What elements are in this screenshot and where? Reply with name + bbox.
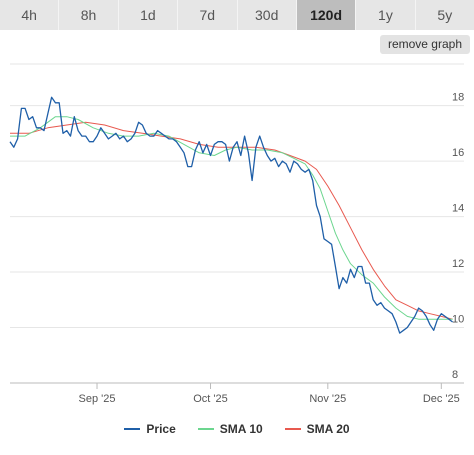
tab-1y[interactable]: 1y xyxy=(356,0,416,30)
series-lines xyxy=(9,96,453,334)
y-tick-label: 8 xyxy=(452,369,458,381)
tab-30d[interactable]: 30d xyxy=(237,0,297,30)
timeframe-tabs: 4h 8h 1d 7d 30d 120d 1y 5y xyxy=(0,0,474,30)
x-tick-label: Dec '25 xyxy=(423,393,460,405)
y-tick-label: 16 xyxy=(452,147,464,159)
x-tick-label: Sep '25 xyxy=(79,393,116,405)
tab-5y[interactable]: 5y xyxy=(415,0,474,30)
tab-1d[interactable]: 1d xyxy=(118,0,179,30)
x-axis-ticks: Sep '25 Oct '25 Nov '25 Dec '25 xyxy=(79,383,460,405)
tab-8h[interactable]: 8h xyxy=(59,0,119,30)
legend-item-sma20[interactable]: SMA 20 xyxy=(284,422,350,436)
series-line-price xyxy=(9,96,453,334)
x-tick-label: Nov '25 xyxy=(309,393,346,405)
legend-swatch xyxy=(284,428,301,430)
y-tick-label: 12 xyxy=(452,258,464,270)
legend-item-sma10[interactable]: SMA 10 xyxy=(197,422,263,436)
y-tick-label: 18 xyxy=(452,92,464,104)
chart-legend: Price SMA 10 SMA 20 xyxy=(0,420,474,438)
y-axis-ticks: 8 10 12 14 16 18 xyxy=(452,92,464,381)
legend-swatch xyxy=(124,428,141,430)
legend-swatch xyxy=(197,428,214,430)
legend-item-price[interactable]: Price xyxy=(124,422,176,436)
chart-grid xyxy=(10,63,464,384)
tab-4h[interactable]: 4h xyxy=(0,0,60,30)
y-tick-label: 10 xyxy=(452,314,464,326)
remove-graph-button[interactable]: remove graph xyxy=(379,35,470,54)
tab-7d[interactable]: 7d xyxy=(178,0,238,30)
series-line-sma10 xyxy=(10,116,453,320)
y-tick-label: 14 xyxy=(452,203,464,215)
x-tick-label: Oct '25 xyxy=(193,393,228,405)
legend-label: Price xyxy=(146,422,176,436)
legend-label: SMA 10 xyxy=(219,422,263,436)
legend-label: SMA 20 xyxy=(306,422,350,436)
tab-120d[interactable]: 120d xyxy=(296,0,357,30)
